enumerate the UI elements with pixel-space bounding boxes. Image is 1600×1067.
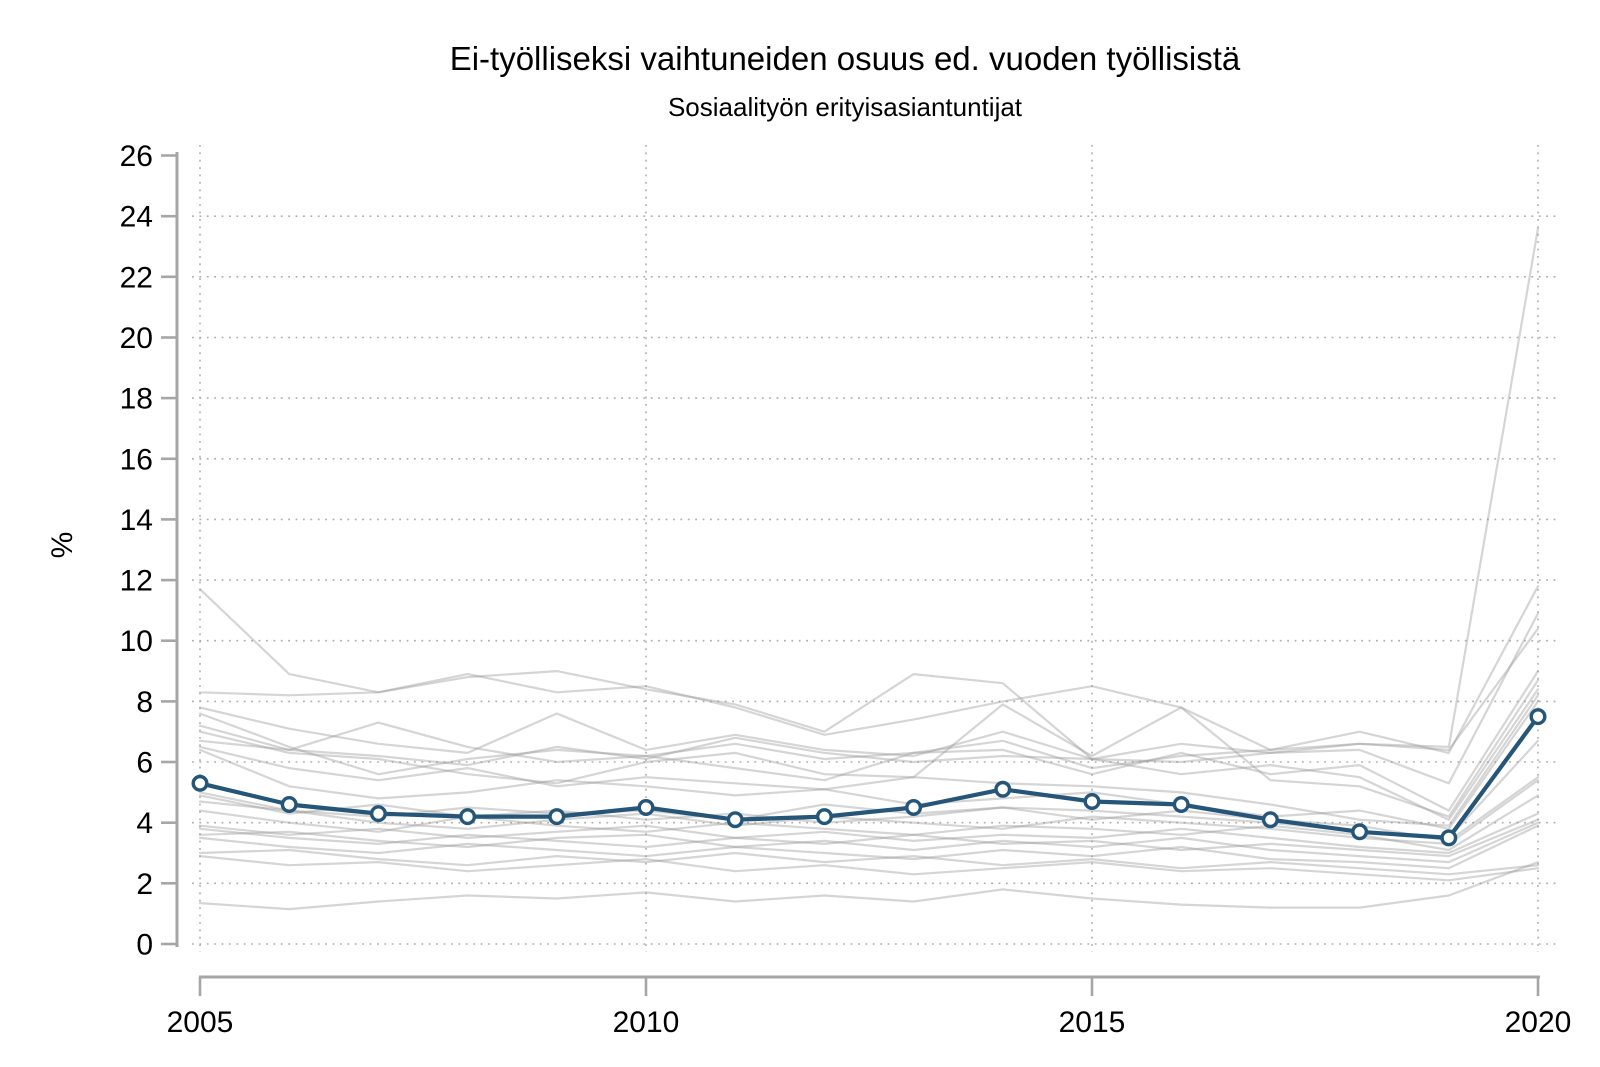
data-point-marker bbox=[1440, 829, 1458, 847]
background-line bbox=[198, 794, 1540, 852]
data-point-marker bbox=[726, 811, 744, 829]
background-line bbox=[198, 821, 1540, 864]
background-line bbox=[198, 848, 1540, 876]
background-line bbox=[198, 227, 1540, 761]
x-tick-label: 2015 bbox=[1059, 1006, 1126, 1039]
y-tick-label: 14 bbox=[120, 504, 153, 537]
background-line bbox=[198, 694, 1540, 827]
background-line bbox=[198, 585, 1540, 755]
background-line bbox=[198, 812, 1540, 855]
background-line bbox=[198, 779, 1540, 846]
x-tick-label: 2020 bbox=[1505, 1006, 1572, 1039]
data-point-marker bbox=[369, 805, 387, 823]
data-point-marker bbox=[1261, 811, 1279, 829]
background-line bbox=[198, 669, 1540, 812]
y-tick-label: 20 bbox=[120, 322, 153, 355]
x-tick-label: 2005 bbox=[167, 1006, 234, 1039]
background-line bbox=[198, 854, 1540, 882]
background-line bbox=[198, 700, 1540, 830]
y-tick-label: 8 bbox=[136, 686, 153, 719]
background-line bbox=[198, 612, 1540, 785]
main-series bbox=[191, 708, 1547, 847]
x-tick-label: 2010 bbox=[613, 1006, 680, 1039]
background-line bbox=[198, 776, 1540, 843]
chart-title: Ei-työlliseksi vaihtuneiden osuus ed. vu… bbox=[450, 40, 1241, 77]
data-point-marker bbox=[459, 808, 477, 826]
data-point-marker bbox=[280, 796, 298, 814]
y-tick-label: 0 bbox=[136, 929, 153, 962]
y-axis-label: % bbox=[46, 532, 79, 559]
y-tick-label: 18 bbox=[120, 383, 153, 416]
data-point-marker bbox=[548, 808, 566, 826]
y-tick-label: 24 bbox=[120, 201, 153, 234]
main-line bbox=[197, 714, 1541, 841]
background-series bbox=[198, 227, 1540, 911]
background-line bbox=[198, 860, 1540, 911]
y-tick-label: 12 bbox=[120, 565, 153, 598]
chart-subtitle: Sosiaalityön erityisasiantuntijat bbox=[668, 92, 1023, 122]
gridlines bbox=[192, 145, 1558, 952]
data-point-marker bbox=[815, 808, 833, 826]
y-tick-label: 22 bbox=[120, 261, 153, 294]
data-point-marker bbox=[637, 799, 655, 817]
background-line bbox=[198, 824, 1540, 870]
background-line bbox=[198, 818, 1540, 858]
data-point-marker bbox=[994, 780, 1012, 798]
data-point-marker bbox=[191, 774, 209, 792]
background-line bbox=[198, 627, 1540, 776]
y-tick-label: 6 bbox=[136, 747, 153, 780]
y-tick-label: 2 bbox=[136, 868, 153, 901]
y-tick-label: 4 bbox=[136, 807, 153, 840]
data-point-marker bbox=[1172, 796, 1190, 814]
y-tick-label: 16 bbox=[120, 443, 153, 476]
y-tick-label: 10 bbox=[120, 625, 153, 658]
data-point-marker bbox=[905, 799, 923, 817]
background-line bbox=[198, 679, 1540, 818]
data-point-marker bbox=[1083, 793, 1101, 811]
data-point-marker bbox=[1351, 823, 1369, 841]
data-point-marker bbox=[1529, 708, 1547, 726]
y-tick-label: 26 bbox=[120, 140, 153, 173]
background-line bbox=[198, 688, 1540, 821]
